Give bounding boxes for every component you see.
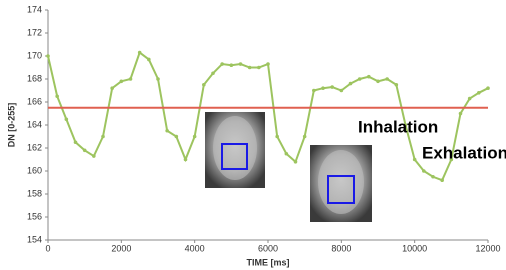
y-tick-label: 166	[27, 96, 42, 106]
data-point	[220, 62, 224, 66]
data-point	[422, 169, 426, 173]
data-point	[376, 80, 380, 84]
data-point	[248, 66, 252, 70]
data-point	[440, 178, 444, 182]
data-point	[367, 75, 371, 79]
y-tick-label: 162	[27, 142, 42, 152]
data-point	[211, 71, 215, 75]
data-point	[156, 77, 160, 81]
data-point	[202, 83, 206, 87]
data-point	[175, 135, 179, 139]
data-point	[110, 86, 114, 90]
data-point	[101, 135, 105, 139]
data-point	[330, 85, 334, 89]
annotation: Inhalation	[358, 117, 438, 136]
x-tick-label: 4000	[185, 243, 205, 253]
data-point	[165, 129, 169, 133]
data-point	[184, 158, 188, 162]
data-point	[385, 77, 389, 81]
y-tick-label: 158	[27, 188, 42, 198]
data-point	[321, 86, 325, 90]
x-axis-label: TIME [ms]	[246, 257, 289, 267]
annotation: Exhalation	[422, 143, 506, 162]
y-tick-label: 156	[27, 211, 42, 221]
chart: TIME [ms] DN [0-255] 154 156 158 160 162 164 1…	[0, 0, 506, 270]
x-tick-label: 6000	[258, 243, 278, 253]
data-point	[193, 135, 197, 139]
x-tick-label: 12000	[475, 243, 500, 253]
data-point	[431, 175, 435, 179]
y-tick-label: 168	[27, 73, 42, 83]
y-tick-label: 174	[27, 4, 42, 14]
y-axis-label: DN [0-255]	[6, 103, 16, 148]
x-tick-label: 10000	[402, 243, 427, 253]
data-point	[92, 154, 96, 158]
data-point	[275, 135, 279, 139]
data-point	[395, 83, 399, 87]
data-point	[120, 80, 124, 84]
data-point	[55, 94, 59, 98]
data-point	[46, 54, 50, 58]
data-point	[257, 66, 261, 70]
x-tick-label: 0	[45, 243, 50, 253]
data-point	[74, 140, 78, 144]
data-point	[303, 135, 307, 139]
data-point	[65, 117, 69, 121]
data-point	[486, 86, 490, 90]
data-point	[340, 89, 344, 93]
data-point	[230, 63, 234, 67]
data-point	[459, 112, 463, 116]
x-tick-label: 2000	[111, 243, 131, 253]
data-point	[312, 89, 316, 93]
data-point	[266, 62, 270, 66]
face-image	[205, 112, 265, 188]
data-point	[239, 62, 243, 66]
y-tick-label: 164	[27, 119, 42, 129]
data-point	[349, 82, 353, 86]
face-image	[310, 145, 372, 222]
data-point	[477, 91, 481, 95]
y-tick-label: 172	[27, 27, 42, 37]
y-tick-label: 160	[27, 165, 42, 175]
data-point	[468, 97, 472, 101]
data-point	[413, 158, 417, 162]
y-tick-label: 154	[27, 234, 42, 244]
x-tick-label: 8000	[331, 243, 351, 253]
data-point	[358, 77, 362, 81]
y-tick-label: 170	[27, 50, 42, 60]
data-point	[83, 149, 87, 153]
data-point	[147, 58, 151, 62]
data-point	[294, 160, 298, 164]
data-point	[138, 51, 142, 55]
data-point	[129, 77, 133, 81]
data-point	[285, 152, 289, 156]
